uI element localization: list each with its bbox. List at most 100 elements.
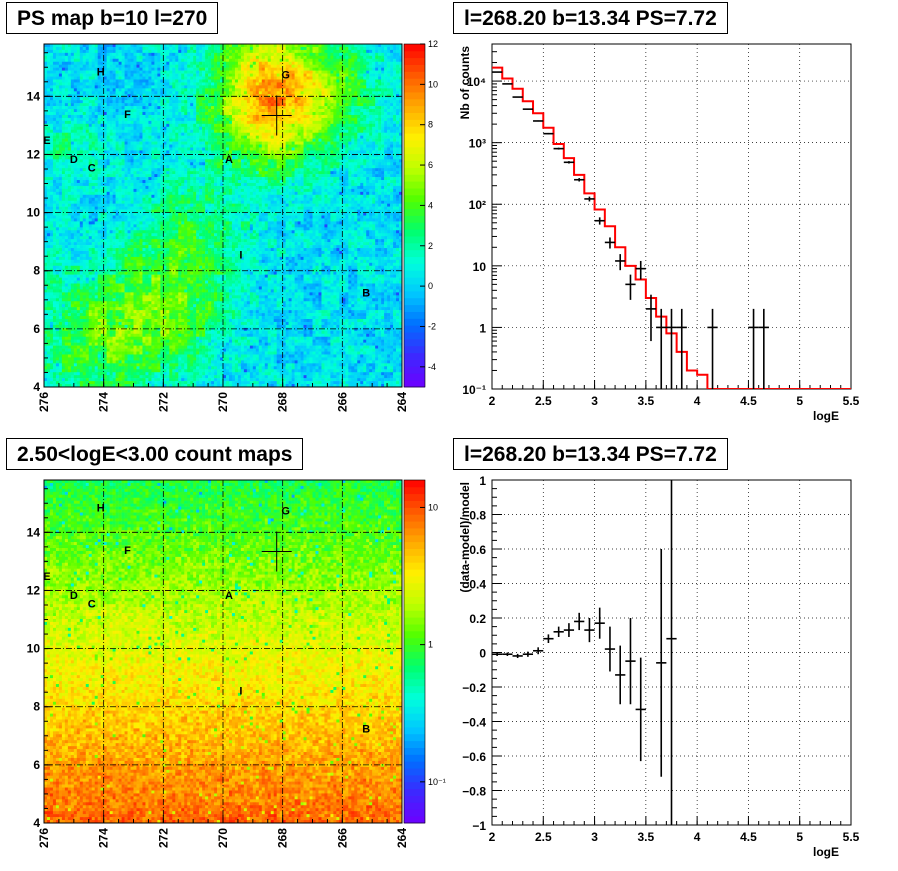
heatmap-cell xyxy=(115,120,119,125)
heatmap-cell xyxy=(312,162,316,166)
heatmap-cell xyxy=(354,70,358,74)
heatmap-cell xyxy=(190,141,194,145)
heatmap-cell xyxy=(109,76,113,80)
heatmap-cell xyxy=(303,46,307,51)
heatmap-cell xyxy=(297,153,301,157)
heatmap-cell xyxy=(231,126,236,131)
heatmap-cell xyxy=(399,76,403,80)
heatmap-cell xyxy=(228,85,233,89)
heatmap-cell xyxy=(160,120,164,125)
heatmap-cell xyxy=(285,94,289,98)
heatmap-cell xyxy=(264,162,269,166)
heatmap-cell xyxy=(106,147,110,151)
heatmap-cell xyxy=(208,162,212,166)
heatmap-cell xyxy=(49,100,54,104)
heatmap-cell xyxy=(64,123,69,128)
heatmap-cell xyxy=(339,135,343,139)
heatmap-cell xyxy=(276,150,280,154)
heatmap-cell xyxy=(211,61,215,65)
heatmap-cell xyxy=(70,55,75,60)
heatmap-cell xyxy=(291,150,295,154)
heatmap-cell xyxy=(309,162,313,166)
heatmap-cell xyxy=(369,44,373,48)
heatmap-cell xyxy=(67,85,72,89)
heatmap-cell xyxy=(121,94,125,98)
heatmap-cell xyxy=(76,159,81,163)
heatmap-cell xyxy=(237,85,242,89)
heatmap-cell xyxy=(375,76,379,80)
heatmap-cell xyxy=(249,109,254,113)
heatmap-cell xyxy=(139,144,143,148)
heatmap-cell xyxy=(390,91,394,95)
heatmap-cell xyxy=(252,76,257,80)
heatmap-cell xyxy=(133,156,137,160)
heatmap-cell xyxy=(76,76,81,80)
heatmap-cell xyxy=(187,94,191,98)
heatmap-cell xyxy=(178,76,182,80)
heatmap-cell xyxy=(106,153,110,157)
heatmap-cell xyxy=(109,49,113,54)
heatmap-cell xyxy=(228,76,233,80)
heatmap-cell xyxy=(378,117,382,122)
heatmap-cell xyxy=(384,132,388,136)
heatmap-cell xyxy=(79,117,84,122)
heatmap-cell xyxy=(237,46,242,51)
heatmap-cell xyxy=(279,123,283,128)
heatmap-cell xyxy=(217,138,221,142)
heatmap-cell xyxy=(258,67,263,71)
heatmap-cell xyxy=(369,55,373,60)
heatmap-cell xyxy=(178,162,182,166)
heatmap-cell xyxy=(103,94,107,98)
heatmap-cell xyxy=(381,82,385,86)
heatmap-cell xyxy=(360,150,364,154)
heatmap-cell xyxy=(294,73,298,77)
heatmap-cell xyxy=(399,100,403,104)
heatmap-cell xyxy=(196,126,200,131)
heatmap-cell xyxy=(360,120,364,125)
heatmap-cell xyxy=(252,138,257,142)
heatmap-cell xyxy=(369,141,373,145)
heatmap-cell xyxy=(393,76,397,80)
heatmap-cell xyxy=(76,112,81,116)
heatmap-cell xyxy=(199,103,203,107)
heatmap-cell xyxy=(360,117,364,122)
heatmap-cell xyxy=(393,112,397,116)
heatmap-cell xyxy=(231,64,236,68)
heatmap-cell xyxy=(357,88,361,92)
heatmap-cell xyxy=(178,165,182,169)
heatmap-cell xyxy=(318,85,322,89)
heatmap-cell xyxy=(187,82,191,86)
heatmap-cell xyxy=(118,91,122,95)
heatmap-cell xyxy=(372,67,376,71)
heatmap-cell xyxy=(190,82,194,86)
heatmap-cell xyxy=(175,61,179,65)
heatmap-cell xyxy=(160,94,164,98)
heatmap-cell xyxy=(240,112,245,116)
heatmap-cell xyxy=(106,55,110,60)
heatmap-cell xyxy=(169,106,173,110)
heatmap-cell xyxy=(181,97,185,101)
heatmap-cell xyxy=(211,120,215,125)
heatmap-cell xyxy=(303,88,307,92)
heatmap-cell xyxy=(309,106,313,110)
heatmap-cell xyxy=(393,120,397,125)
heatmap-cell xyxy=(375,159,379,163)
heatmap-cell xyxy=(255,162,260,166)
heatmap-cell xyxy=(154,70,158,74)
heatmap-cell xyxy=(351,52,355,57)
heatmap-cell xyxy=(166,52,170,57)
heatmap-cell xyxy=(306,135,310,139)
heatmap-cell xyxy=(339,61,343,65)
heatmap-cell xyxy=(58,120,63,125)
heatmap-cell xyxy=(211,165,215,169)
heatmap-cell xyxy=(94,61,98,65)
heatmap-cell xyxy=(351,91,355,95)
heatmap-cell xyxy=(366,70,370,74)
heatmap-cell xyxy=(94,117,98,122)
heatmap-cell xyxy=(142,147,146,151)
heatmap-cell xyxy=(309,49,313,54)
heatmap-cell xyxy=(306,61,310,65)
heatmap-cell xyxy=(303,112,307,116)
heatmap-cell xyxy=(363,67,367,71)
heatmap-cell xyxy=(214,46,218,51)
